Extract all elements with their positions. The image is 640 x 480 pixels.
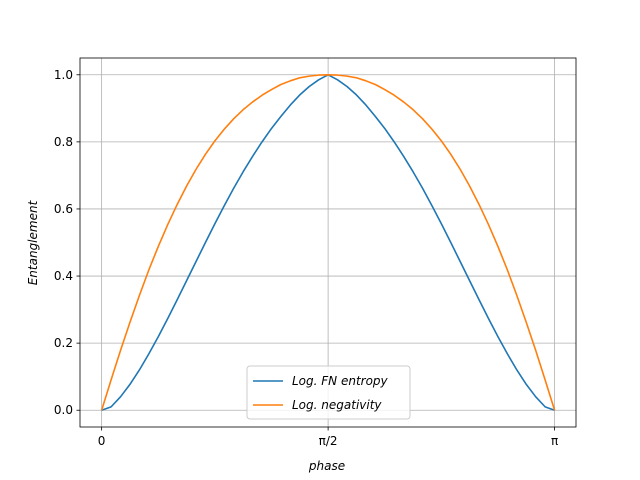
y-tick-label: 0.8 [54,135,73,149]
y-tick-label: 0.6 [54,202,73,216]
x-tick-label: 0 [98,434,106,448]
series-layer [100,73,556,411]
x-axis-label: phase [308,459,345,473]
legend: Log. FN entropy Log. negativity [246,365,411,420]
y-tick-label: 0.4 [54,269,73,283]
legend-label-fn-entropy: Log. FN entropy [292,374,389,388]
series-line-negativity [100,73,556,411]
legend-label-negativity: Log. negativity [292,398,382,412]
y-axis-ticks: 0.0 0.2 0.4 0.6 0.8 1.0 [54,68,80,417]
x-tick-label: π/2 [319,434,338,448]
y-axis-label: Entanglement [26,199,40,285]
y-tick-label: 0.0 [54,403,73,417]
x-axis-ticks: 0 π/2 π [98,427,558,448]
y-tick-label: 1.0 [54,68,73,82]
y-tick-label: 0.2 [54,336,73,350]
x-tick-label: π [551,434,558,448]
legend-box [246,365,411,420]
